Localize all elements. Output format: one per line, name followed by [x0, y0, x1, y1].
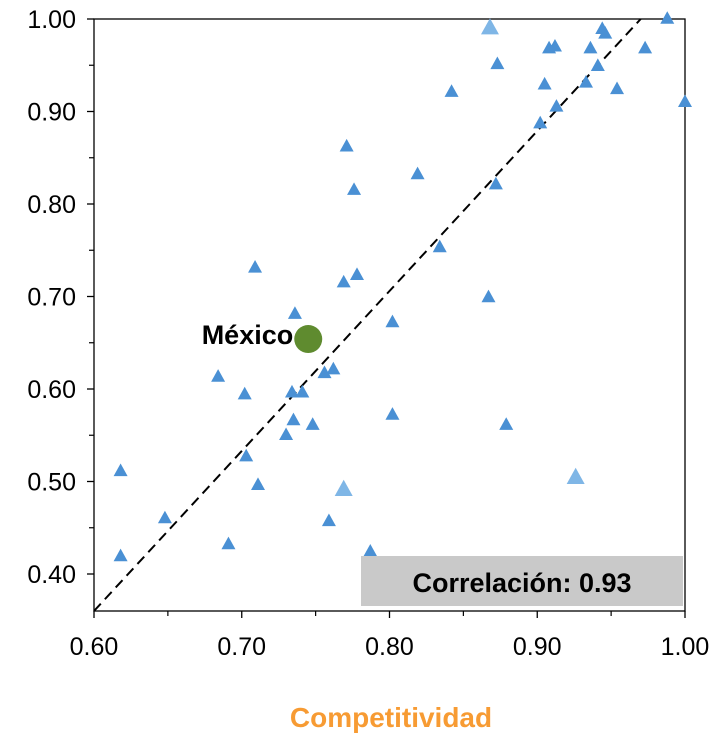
- data-point: [113, 548, 128, 562]
- data-point: [251, 477, 266, 490]
- data-point: [481, 289, 496, 303]
- data-point: [349, 267, 364, 281]
- x-tick-label: 0.90: [513, 633, 562, 661]
- data-point-highlight: [566, 467, 585, 484]
- data-point: [385, 407, 400, 420]
- x-tick-label: 1.00: [661, 633, 710, 661]
- data-point: [660, 11, 675, 24]
- y-tick-label: 0.90: [27, 99, 76, 127]
- data-point: [211, 369, 226, 382]
- x-tick-label: 0.80: [365, 633, 414, 661]
- data-point: [286, 412, 301, 426]
- data-point: [678, 94, 692, 108]
- y-tick-label: 1.00: [27, 6, 76, 34]
- data-point: [598, 25, 613, 39]
- data-point: [385, 314, 400, 328]
- data-point: [336, 274, 351, 288]
- data-point: [317, 365, 332, 379]
- data-point: [579, 75, 594, 88]
- data-point: [490, 56, 505, 70]
- data-point: [113, 463, 128, 477]
- data-point: [488, 176, 503, 190]
- data-point: [537, 76, 552, 90]
- correlation-box: [361, 556, 683, 606]
- data-point: [547, 38, 562, 52]
- x-tick-label: 0.70: [217, 633, 266, 661]
- mexico-label: México: [202, 320, 294, 350]
- data-point: [305, 417, 320, 430]
- data-point: [638, 40, 653, 54]
- plot-area-frame: [93, 18, 686, 612]
- data-point: [237, 386, 252, 400]
- data-point: [499, 417, 514, 430]
- data-point: [157, 510, 172, 524]
- mexico-point: [294, 325, 323, 354]
- data-point: [610, 81, 625, 95]
- data-point: [583, 40, 598, 54]
- y-tick-label: 0.50: [27, 469, 76, 497]
- data-point: [248, 260, 263, 273]
- data-point: [221, 536, 236, 550]
- data-point: [287, 306, 302, 319]
- y-tick-label: 0.60: [27, 376, 76, 404]
- data-point: [295, 384, 310, 398]
- data-point: [533, 115, 548, 129]
- data-point: [410, 166, 425, 180]
- x-axis-label: Competitividad: [290, 702, 492, 733]
- data-point-highlight: [334, 479, 353, 496]
- data-point: [347, 182, 362, 195]
- y-tick-label: 0.70: [27, 284, 76, 312]
- y-tick-label: 0.40: [27, 561, 76, 589]
- y-tick-label: 0.80: [27, 191, 76, 219]
- data-point: [363, 543, 378, 557]
- trend-line: [93, 18, 642, 612]
- data-point: [284, 384, 299, 398]
- data-point: [279, 427, 294, 441]
- data-point: [339, 138, 354, 152]
- x-tick-label: 0.60: [70, 633, 119, 661]
- correlation-label: Correlación: 0.93: [412, 568, 631, 598]
- data-point: [444, 84, 459, 97]
- data-point: [432, 239, 447, 253]
- data-point: [321, 513, 336, 527]
- data-point: [590, 58, 605, 71]
- data-point: [549, 99, 564, 112]
- data-point-highlight: [480, 18, 499, 35]
- data-point: [326, 361, 341, 375]
- data-point: [239, 448, 254, 462]
